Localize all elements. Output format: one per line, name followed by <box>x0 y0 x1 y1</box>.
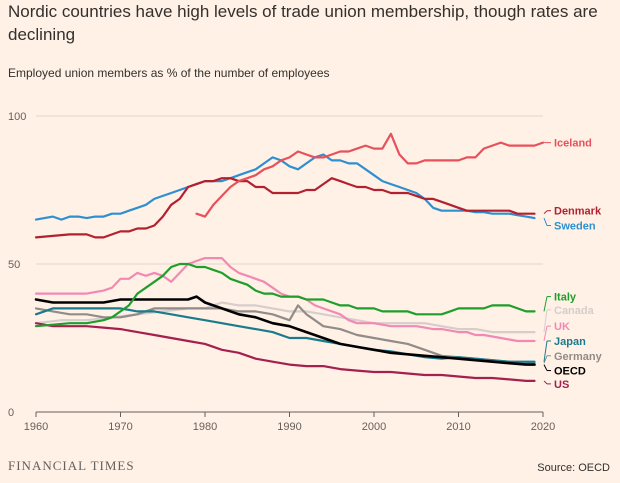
x-tick-label: 1960 <box>24 421 48 433</box>
series-label-italy: Italy <box>554 292 577 304</box>
series-line-italy <box>34 262 536 328</box>
x-tick-label: 2010 <box>446 421 470 433</box>
series-label-germany: Germany <box>554 351 603 363</box>
label-leader <box>543 340 548 362</box>
y-tick-label: 0 <box>8 407 14 419</box>
series-label-us: US <box>554 379 569 391</box>
chart-title: Nordic countries have high levels of tra… <box>8 2 598 44</box>
series-line-iceland <box>195 132 545 218</box>
label-leader <box>543 296 548 312</box>
label-leader <box>543 364 548 371</box>
x-tick-label: 2020 <box>531 421 555 433</box>
label-leader <box>543 326 548 342</box>
series-label-denmark: Denmark <box>554 206 602 218</box>
series-label-oecd: OECD <box>554 366 586 378</box>
label-leader <box>543 309 548 333</box>
source-note: Source: OECD <box>537 462 610 474</box>
y-tick-label: 100 <box>8 111 26 123</box>
x-tick-label: 1980 <box>193 421 217 433</box>
x-tick-label: 1970 <box>108 421 132 433</box>
y-tick-label: 50 <box>8 259 20 271</box>
label-leader <box>543 380 548 385</box>
series-label-canada: Canada <box>554 305 595 317</box>
label-leader <box>543 210 548 215</box>
series-label-iceland: Iceland <box>554 138 592 150</box>
series-line-oecd <box>34 295 536 366</box>
series-line-sweden <box>34 153 536 221</box>
series-label-japan: Japan <box>554 336 586 348</box>
series-line-germany <box>34 304 536 365</box>
x-tick-label: 2000 <box>362 421 386 433</box>
series-label-sweden: Sweden <box>554 221 596 233</box>
series-label-uk: UK <box>554 321 570 333</box>
chart-subtitle: Employed union members as % of the numbe… <box>8 66 330 80</box>
publisher-logo: FINANCIAL TIMES <box>8 458 135 473</box>
series-line-us <box>34 322 536 382</box>
series-line-japan <box>34 307 536 363</box>
label-leader <box>543 355 548 364</box>
series-line-denmark <box>34 177 536 239</box>
x-tick-label: 1990 <box>277 421 301 433</box>
label-leader <box>543 217 548 226</box>
